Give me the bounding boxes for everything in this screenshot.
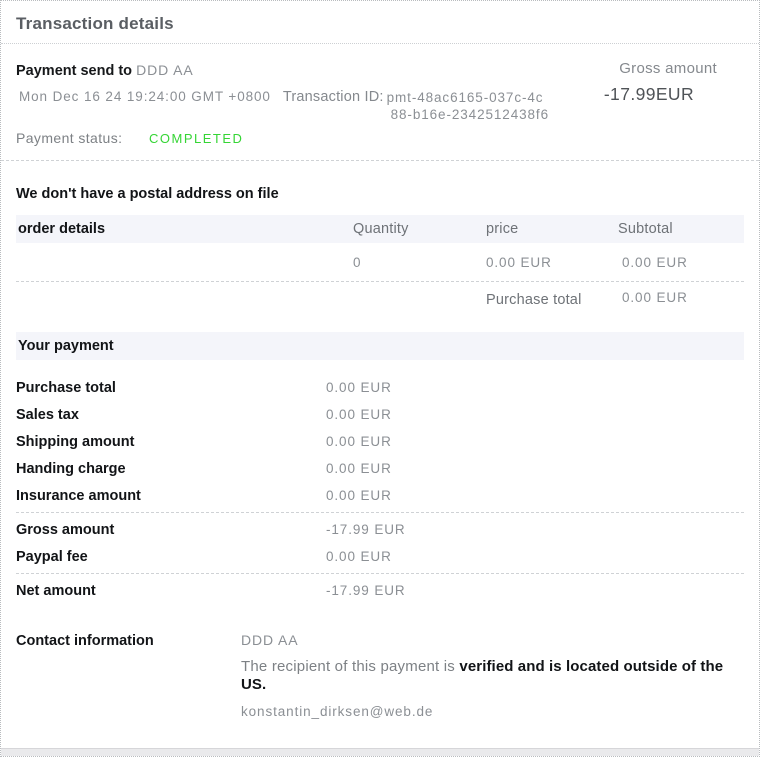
row-value: -17.99 EUR [326, 522, 406, 537]
contact-information-label: Contact information [16, 633, 154, 649]
transaction-id-value: pmt-48ac6165-037c-4c 88-b16e-2342512438f… [387, 89, 549, 123]
payment-breakdown-divider [16, 573, 744, 574]
order-item-price: 0.00 EUR [486, 254, 552, 270]
row-label: Gross amount [16, 521, 115, 538]
row-label: Handing charge [16, 460, 126, 477]
column-header-quantity: Quantity [353, 221, 409, 237]
postal-address-notice: We don't have a postal address on file [16, 186, 279, 202]
payment-summary: Payment send to DDD AA Mon Dec 16 24 19:… [1, 44, 759, 161]
payment-row-insurance-amount: Insurance amount 0.00 EUR [16, 482, 744, 509]
row-value: -17.99 EUR [326, 583, 406, 598]
payment-row-handing-charge: Handing charge 0.00 EUR [16, 455, 744, 482]
gross-amount-block: Gross amount -17.99EUR [604, 60, 717, 105]
date-transaction-row: Mon Dec 16 24 19:24:00 GMT +0800 Transac… [16, 89, 744, 123]
row-value: 0.00 EUR [326, 488, 392, 503]
row-value: 0.00 EUR [326, 407, 392, 422]
your-payment-header: Your payment [16, 332, 744, 360]
contact-name: DDD AA [241, 632, 299, 648]
recipient-text: The recipient of this payment is [241, 658, 460, 675]
payment-status-label: Payment status: [16, 130, 123, 146]
order-details-header-row: order details Quantity price Subtotal [16, 215, 744, 243]
contact-information-section: Contact information DDD AA The recipient… [16, 631, 744, 730]
recipient-verification-line: The recipient of this payment is verifie… [241, 658, 744, 694]
row-value: 0.00 EUR [326, 461, 392, 476]
recipient-verified-text: verified and is located outside of the U… [241, 658, 724, 693]
payment-breakdown: Purchase total 0.00 EUR Sales tax 0.00 E… [16, 374, 744, 604]
transaction-date: Mon Dec 16 24 19:24:00 GMT +0800 [19, 89, 271, 104]
transaction-id-label: Transaction ID: [282, 89, 384, 105]
purchase-total-value: 0.00 EUR [622, 290, 688, 305]
payment-row-net-amount: Net amount -17.99 EUR [16, 577, 744, 604]
payment-row-sales-tax: Sales tax 0.00 EUR [16, 401, 744, 428]
payment-send-to-value: DDD AA [136, 62, 194, 78]
order-item-subtotal: 0.00 EUR [622, 254, 688, 270]
transaction-id-line1: pmt-48ac6165-037c-4c [386, 90, 544, 105]
purchase-total-row: Purchase total 0.00 EUR [16, 282, 744, 318]
column-header-price: price [486, 221, 519, 237]
order-item-row: 0 0.00 EUR 0.00 EUR [16, 243, 744, 281]
purchase-total-label: Purchase total [486, 292, 582, 308]
payment-row-paypal-fee: Paypal fee 0.00 EUR [16, 543, 744, 570]
row-label: Sales tax [16, 406, 79, 423]
contact-email: konstantin_dirksen@web.de [241, 704, 434, 719]
gross-amount-label: Gross amount [619, 60, 717, 77]
row-label: Purchase total [16, 379, 116, 396]
payment-breakdown-divider [16, 512, 744, 513]
row-value: 0.00 EUR [326, 380, 392, 395]
row-label: Net amount [16, 582, 96, 599]
your-payment-title: Your payment [18, 338, 114, 354]
payment-row-purchase-total: Purchase total 0.00 EUR [16, 374, 744, 401]
gross-amount-value: -17.99EUR [603, 84, 694, 104]
contact-information-values: DDD AA The recipient of this payment is … [241, 631, 744, 730]
payment-row-gross-amount: Gross amount -17.99 EUR [16, 516, 744, 543]
order-item-quantity: 0 [353, 254, 362, 270]
payment-send-to-row: Payment send to DDD AA [16, 62, 744, 79]
row-label: Shipping amount [16, 433, 135, 450]
transaction-id-line2: 88-b16e-2342512438f6 [390, 107, 549, 122]
page-header: Transaction details [1, 1, 759, 44]
row-label: Insurance amount [16, 487, 141, 504]
row-value: 0.00 EUR [326, 549, 392, 564]
order-details-title: order details [18, 221, 106, 237]
payment-send-to-label: Payment send to [16, 63, 133, 79]
payment-row-shipping-amount: Shipping amount 0.00 EUR [16, 428, 744, 455]
order-table-divider [16, 281, 744, 282]
column-header-subtotal: Subtotal [618, 221, 673, 237]
page-title: Transaction details [16, 14, 174, 33]
row-label: Paypal fee [16, 548, 88, 565]
bottom-strip [1, 748, 759, 756]
payment-status-row: Payment status: COMPLETED [16, 130, 744, 146]
payment-status-badge: COMPLETED [149, 130, 244, 146]
row-value: 0.00 EUR [326, 434, 392, 449]
